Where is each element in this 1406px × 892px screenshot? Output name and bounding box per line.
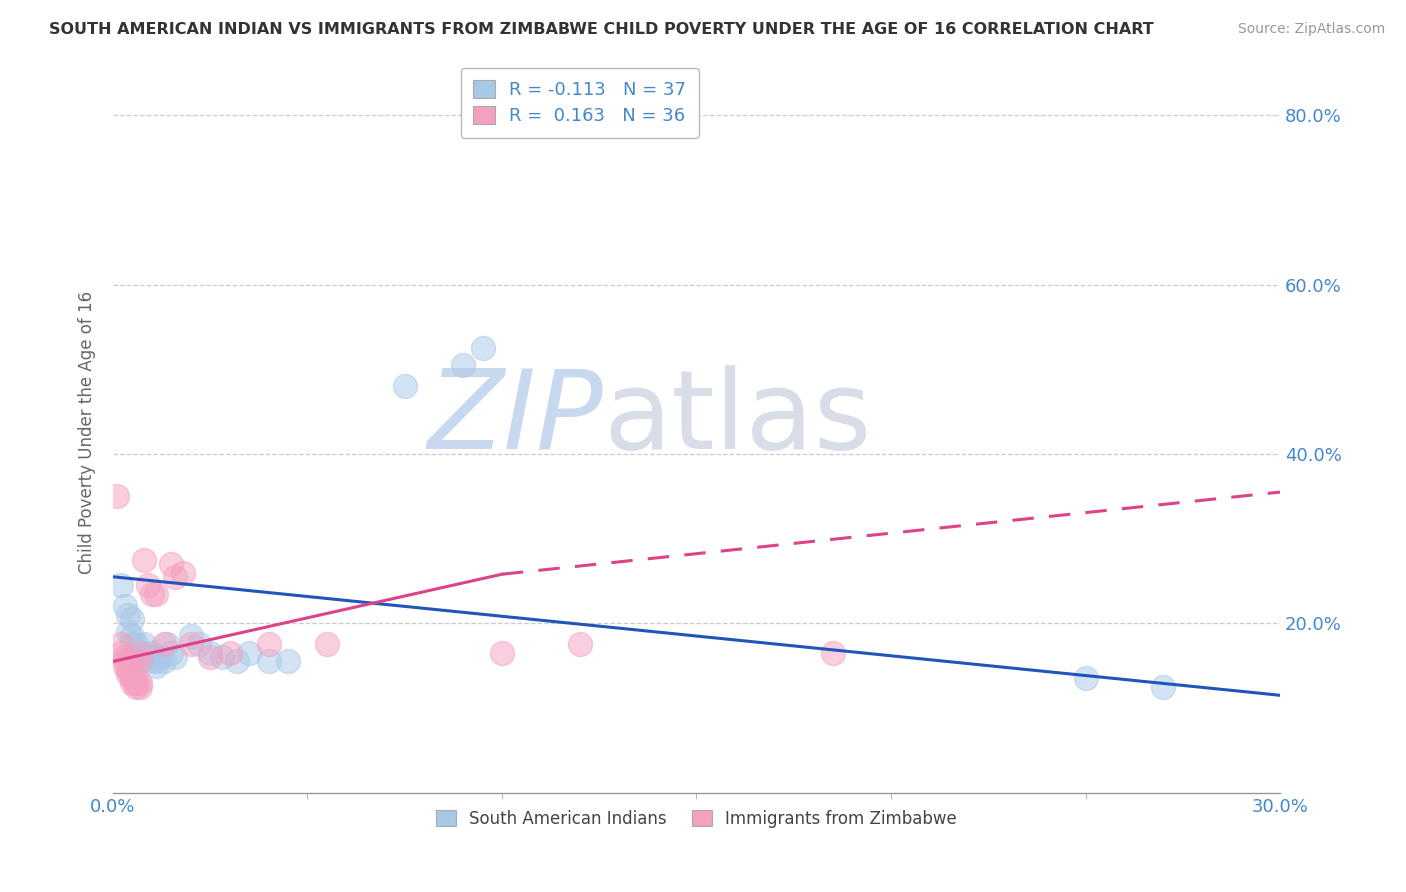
Point bbox=[129, 646, 152, 660]
Point bbox=[1152, 680, 1174, 694]
Point bbox=[132, 638, 155, 652]
Point bbox=[136, 655, 159, 669]
Point bbox=[114, 655, 136, 669]
Point bbox=[145, 587, 167, 601]
Point bbox=[121, 629, 143, 643]
Point bbox=[257, 655, 280, 669]
Point bbox=[125, 638, 148, 652]
Point bbox=[141, 646, 163, 660]
Point bbox=[180, 629, 202, 643]
Point bbox=[238, 646, 260, 660]
Point bbox=[125, 671, 148, 685]
Point bbox=[211, 650, 233, 665]
Point bbox=[129, 655, 152, 669]
Y-axis label: Child Poverty Under the Age of 16: Child Poverty Under the Age of 16 bbox=[79, 292, 96, 574]
Point bbox=[114, 658, 136, 673]
Point bbox=[141, 650, 163, 665]
Point bbox=[218, 646, 240, 660]
Point bbox=[316, 638, 339, 652]
Point bbox=[198, 650, 221, 665]
Point bbox=[198, 646, 221, 660]
Point bbox=[160, 646, 183, 660]
Point bbox=[145, 655, 167, 669]
Point bbox=[152, 638, 174, 652]
Point bbox=[394, 379, 416, 393]
Point bbox=[110, 638, 132, 652]
Text: Source: ZipAtlas.com: Source: ZipAtlas.com bbox=[1237, 22, 1385, 37]
Point bbox=[145, 658, 167, 673]
Point bbox=[129, 680, 152, 694]
Point bbox=[187, 638, 209, 652]
Point bbox=[114, 650, 136, 665]
Point bbox=[172, 566, 194, 580]
Point bbox=[121, 675, 143, 690]
Point bbox=[136, 578, 159, 592]
Point bbox=[491, 646, 513, 660]
Point bbox=[117, 624, 139, 639]
Point bbox=[132, 646, 155, 660]
Point bbox=[125, 646, 148, 660]
Point bbox=[1074, 671, 1097, 685]
Point bbox=[121, 671, 143, 685]
Point bbox=[129, 650, 152, 665]
Point bbox=[277, 655, 299, 669]
Point bbox=[121, 667, 143, 681]
Point bbox=[132, 553, 155, 567]
Point bbox=[110, 578, 132, 592]
Point bbox=[121, 658, 143, 673]
Point bbox=[180, 638, 202, 652]
Point bbox=[105, 489, 128, 503]
Text: SOUTH AMERICAN INDIAN VS IMMIGRANTS FROM ZIMBABWE CHILD POVERTY UNDER THE AGE OF: SOUTH AMERICAN INDIAN VS IMMIGRANTS FROM… bbox=[49, 22, 1154, 37]
Point bbox=[149, 650, 172, 665]
Point bbox=[160, 557, 183, 571]
Point bbox=[156, 638, 179, 652]
Point bbox=[125, 675, 148, 690]
Point bbox=[471, 341, 494, 355]
Point bbox=[141, 587, 163, 601]
Point bbox=[117, 667, 139, 681]
Point bbox=[121, 638, 143, 652]
Point bbox=[129, 655, 152, 669]
Text: ZIP: ZIP bbox=[427, 365, 603, 472]
Point bbox=[165, 650, 187, 665]
Point bbox=[129, 675, 152, 690]
Point bbox=[226, 655, 249, 669]
Point bbox=[165, 570, 187, 584]
Point bbox=[110, 646, 132, 660]
Point bbox=[821, 646, 844, 660]
Legend: South American Indians, Immigrants from Zimbabwe: South American Indians, Immigrants from … bbox=[429, 804, 963, 835]
Point bbox=[136, 650, 159, 665]
Point bbox=[117, 655, 139, 669]
Point bbox=[568, 638, 591, 652]
Point bbox=[114, 599, 136, 614]
Point bbox=[117, 607, 139, 622]
Point bbox=[125, 680, 148, 694]
Point bbox=[117, 663, 139, 677]
Point bbox=[257, 638, 280, 652]
Point bbox=[152, 655, 174, 669]
Point bbox=[121, 612, 143, 626]
Text: atlas: atlas bbox=[603, 365, 872, 472]
Point bbox=[451, 358, 474, 372]
